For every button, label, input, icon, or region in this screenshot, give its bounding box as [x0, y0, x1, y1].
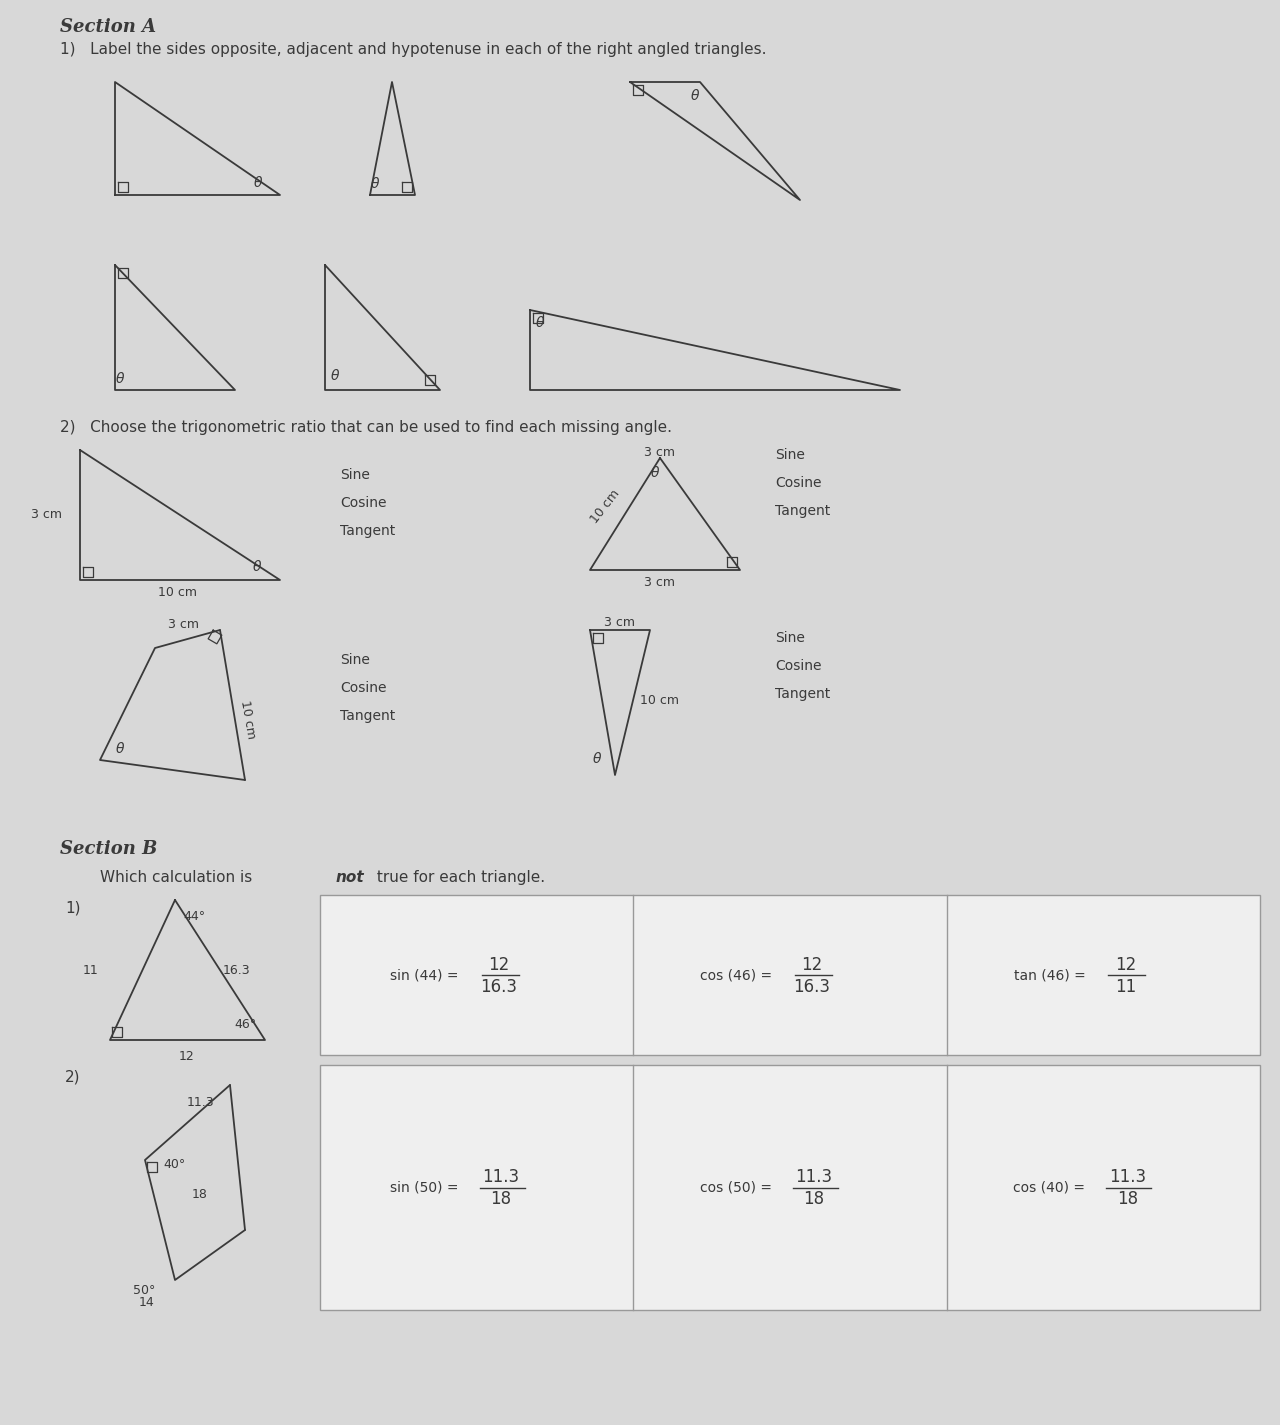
Text: true for each triangle.: true for each triangle. — [372, 871, 545, 885]
Text: 10 cm: 10 cm — [159, 586, 197, 598]
Text: 46°: 46° — [234, 1017, 256, 1030]
Text: not: not — [335, 871, 365, 885]
Text: 3 cm: 3 cm — [645, 576, 676, 589]
Text: 11.3: 11.3 — [795, 1168, 832, 1187]
Text: 50°: 50° — [133, 1284, 155, 1297]
Text: Cosine: Cosine — [774, 476, 822, 490]
Text: 12: 12 — [1115, 956, 1135, 975]
Text: Tangent: Tangent — [340, 524, 396, 539]
Text: 11.3: 11.3 — [1108, 1168, 1146, 1187]
Text: $\theta$: $\theta$ — [370, 175, 380, 191]
Text: $\theta$: $\theta$ — [650, 465, 660, 479]
Text: 3 cm: 3 cm — [168, 617, 198, 630]
Text: Sine: Sine — [774, 631, 805, 646]
Text: 16.3: 16.3 — [480, 978, 517, 996]
Text: Which calculation is: Which calculation is — [100, 871, 257, 885]
Text: 10 cm: 10 cm — [640, 694, 680, 707]
Text: sin (50) =: sin (50) = — [390, 1180, 458, 1194]
Text: 12: 12 — [179, 1049, 195, 1063]
Text: tan (46) =: tan (46) = — [1014, 968, 1085, 982]
Text: Tangent: Tangent — [774, 504, 831, 519]
Text: 3 cm: 3 cm — [31, 507, 61, 520]
Text: Tangent: Tangent — [340, 710, 396, 722]
Text: 1): 1) — [65, 901, 81, 915]
Text: 18: 18 — [192, 1188, 207, 1201]
Text: 16.3: 16.3 — [223, 963, 250, 976]
Text: 3 cm: 3 cm — [604, 616, 635, 628]
Text: $\theta$: $\theta$ — [115, 741, 125, 755]
Text: 12: 12 — [801, 956, 823, 975]
Text: Sine: Sine — [340, 653, 370, 667]
Bar — [320, 1064, 1260, 1310]
Text: 18: 18 — [490, 1190, 511, 1208]
Text: 16.3: 16.3 — [794, 978, 831, 996]
Text: 11: 11 — [1115, 978, 1135, 996]
Text: $\theta$: $\theta$ — [253, 174, 264, 190]
Text: 11.3: 11.3 — [187, 1096, 214, 1110]
Text: 44°: 44° — [183, 909, 205, 922]
Text: 11.3: 11.3 — [483, 1168, 520, 1187]
Text: $\theta$: $\theta$ — [690, 87, 700, 103]
Text: $\theta$: $\theta$ — [591, 751, 602, 765]
Text: 12: 12 — [488, 956, 509, 975]
Text: cos (46) =: cos (46) = — [700, 968, 772, 982]
Text: 2)   Choose the trigonometric ratio that can be used to find each missing angle.: 2) Choose the trigonometric ratio that c… — [60, 420, 672, 435]
Text: Tangent: Tangent — [774, 687, 831, 701]
Text: cos (50) =: cos (50) = — [700, 1180, 772, 1194]
Text: $\theta$: $\theta$ — [252, 559, 262, 573]
Text: Cosine: Cosine — [774, 658, 822, 673]
Text: $\theta$: $\theta$ — [330, 368, 340, 382]
Text: Cosine: Cosine — [340, 496, 387, 510]
Text: 10 cm: 10 cm — [238, 700, 257, 741]
Text: 18: 18 — [804, 1190, 824, 1208]
Text: cos (40) =: cos (40) = — [1014, 1180, 1085, 1194]
Text: Section B: Section B — [60, 839, 157, 858]
Text: $\theta$: $\theta$ — [535, 315, 545, 329]
Text: $\theta$: $\theta$ — [115, 370, 125, 386]
Text: 18: 18 — [1116, 1190, 1138, 1208]
Bar — [320, 895, 1260, 1054]
Text: 14: 14 — [140, 1295, 155, 1308]
Text: 3 cm: 3 cm — [645, 446, 676, 459]
Text: 2): 2) — [65, 1070, 81, 1084]
Text: Cosine: Cosine — [340, 681, 387, 695]
Text: 1)   Label the sides opposite, adjacent and hypotenuse in each of the right angl: 1) Label the sides opposite, adjacent an… — [60, 41, 767, 57]
Text: sin (44) =: sin (44) = — [390, 968, 458, 982]
Text: Sine: Sine — [774, 447, 805, 462]
Text: 40°: 40° — [163, 1157, 186, 1170]
Text: Sine: Sine — [340, 467, 370, 482]
Text: Section A: Section A — [60, 19, 156, 36]
Text: 11: 11 — [82, 963, 99, 976]
Text: 10 cm: 10 cm — [588, 486, 622, 526]
